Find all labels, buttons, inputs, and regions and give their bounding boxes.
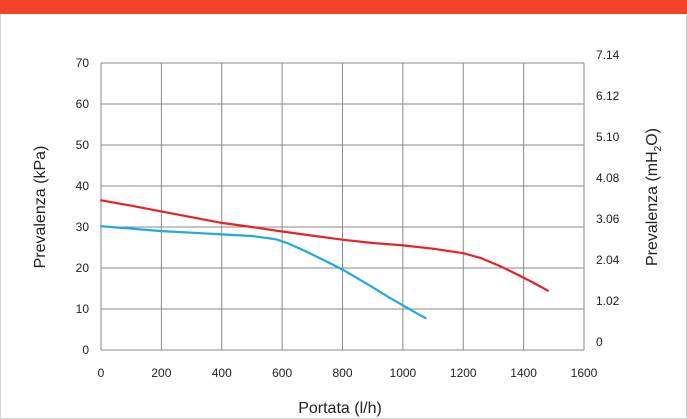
x-tick-labels: 0 200 400 600 800 1000 1200 1400 1600 — [98, 366, 598, 380]
y2-axis-title-part2: O) — [644, 128, 661, 146]
y2-tick-label: 4.08 — [596, 171, 620, 185]
x-tick-label: 1200 — [450, 366, 477, 380]
header-accent-bar — [0, 0, 687, 14]
y-tick-labels: 0 10 20 30 40 50 60 70 — [76, 56, 90, 357]
y-tick-label: 0 — [82, 343, 89, 357]
y2-tick-label: 1.02 — [596, 294, 620, 308]
series-line-1 — [99, 199, 549, 292]
x-tick-label: 600 — [272, 366, 292, 380]
y2-tick-label: 0 — [596, 335, 603, 349]
x-tick-label: 0 — [98, 366, 105, 380]
y-tick-label: 40 — [76, 179, 90, 193]
y2-tick-label: 7.14 — [596, 48, 620, 62]
y-axis-title: Prevalenza (kPa) — [32, 146, 49, 269]
y-tick-label: 70 — [76, 56, 90, 70]
y2-tick-label: 5.10 — [596, 130, 620, 144]
y-tick-label: 30 — [76, 220, 90, 234]
y-tick-label: 10 — [76, 302, 90, 316]
x-tick-label: 200 — [151, 366, 171, 380]
x-axis-title: Portata (l/h) — [298, 400, 382, 417]
y2-tick-label: 3.06 — [596, 212, 620, 226]
x-tick-label: 1400 — [510, 366, 537, 380]
y2-axis-title: Prevalenza (mH2O) — [644, 128, 664, 266]
series-group — [99, 199, 549, 320]
grid — [100, 62, 585, 351]
y2-axis-title-subscript: 2 — [653, 145, 664, 151]
x-tick-label: 1000 — [390, 366, 417, 380]
y-tick-label: 50 — [76, 138, 90, 152]
x-tick-label: 400 — [212, 366, 232, 380]
x-tick-label: 800 — [332, 366, 352, 380]
series-line-2 — [99, 225, 427, 320]
y2-axis-title-part1: Prevalenza (mH — [644, 151, 661, 266]
y2-tick-label: 2.04 — [596, 253, 620, 267]
y2-tick-labels: 0 1.02 2.04 3.06 4.08 5.10 6.12 7.14 — [596, 48, 620, 349]
x-tick-label: 1600 — [571, 366, 598, 380]
y2-tick-label: 6.12 — [596, 89, 620, 103]
y-tick-label: 60 — [76, 97, 90, 111]
y-tick-label: 20 — [76, 261, 90, 275]
